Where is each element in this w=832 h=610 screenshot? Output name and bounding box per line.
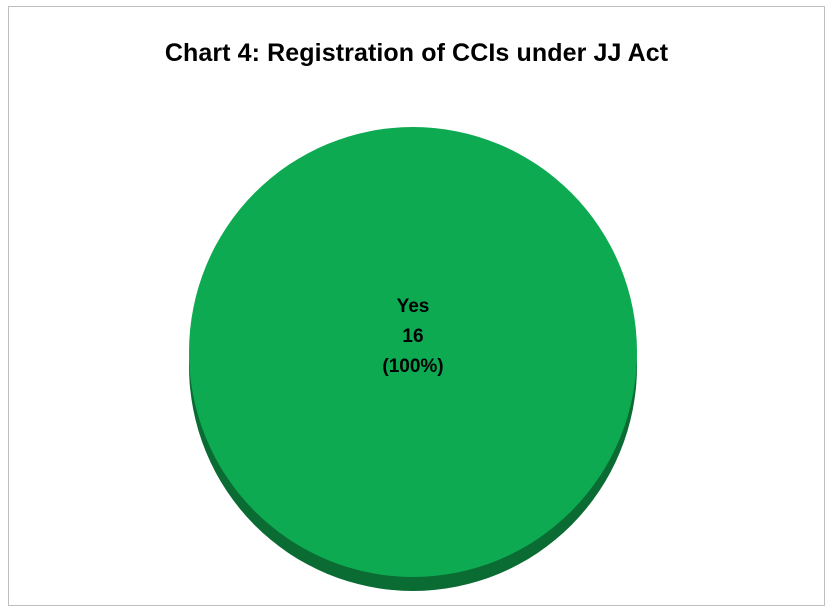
slice-labels: Yes 16 (100%) [382, 296, 443, 377]
slice-label-percent-0: (100%) [382, 356, 443, 377]
slice-label-value-0: 16 [402, 326, 423, 347]
pie-slice-0 [189, 127, 637, 577]
chart-title: Chart 4: Registration of CCIs under JJ A… [164, 39, 669, 67]
slice-label-category-0: Yes [397, 296, 430, 317]
pie-layer [189, 127, 637, 591]
